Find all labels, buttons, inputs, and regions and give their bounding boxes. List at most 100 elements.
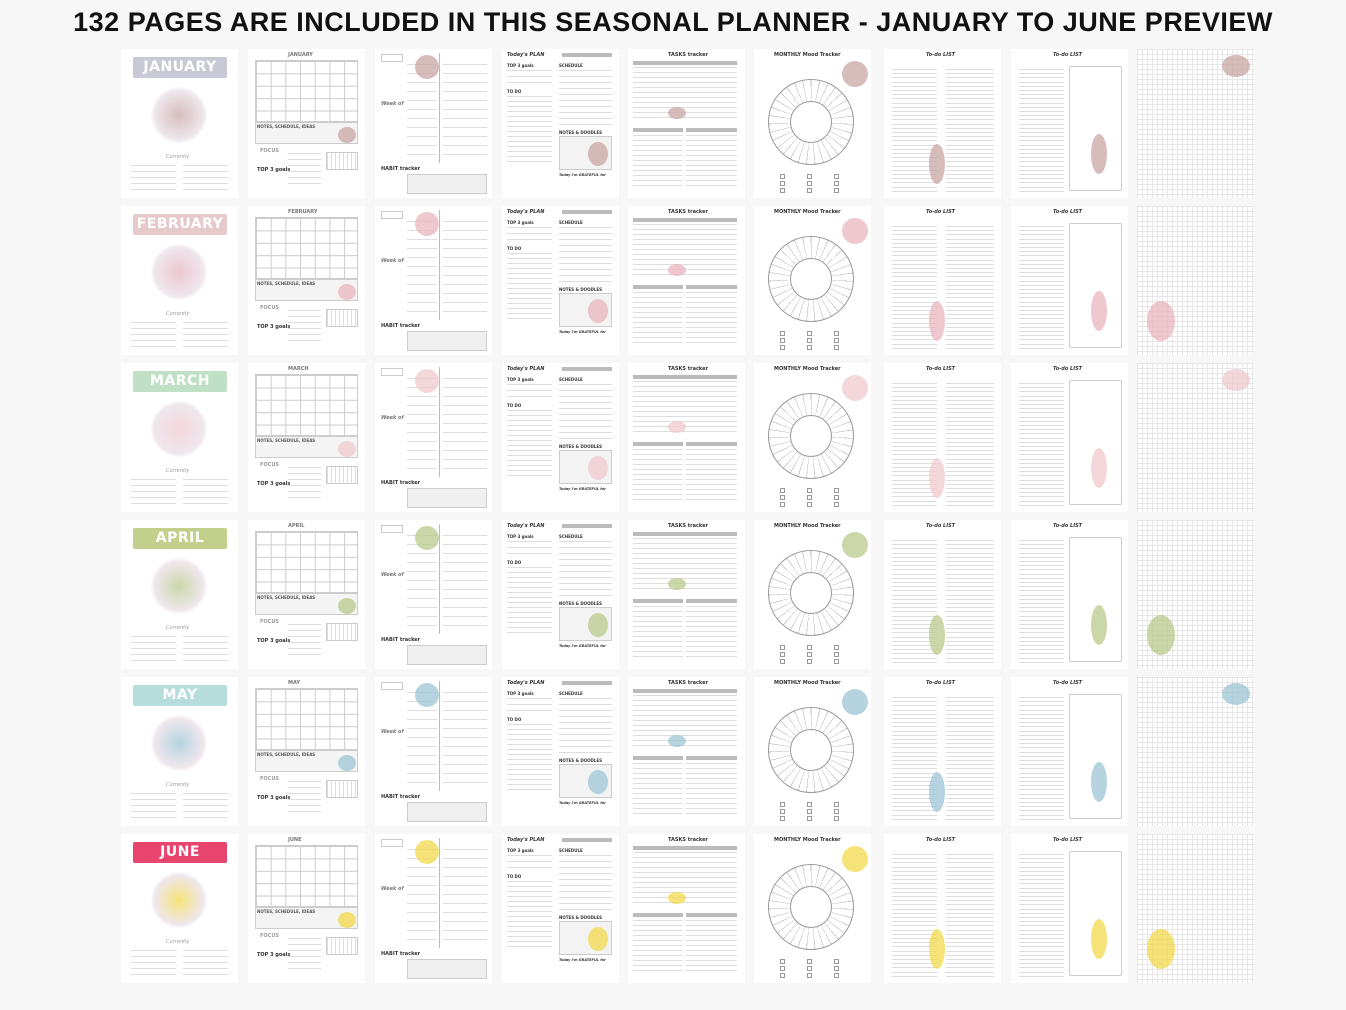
ruled-line [507,233,552,234]
page-february-tasks[interactable]: TASKS tracker [628,206,745,355]
page-february-weekly[interactable]: Week of HABIT tracker [375,206,492,355]
ruled-line [633,484,683,485]
page-february-todo2[interactable]: To-do LIST [1011,206,1128,355]
illustration [1091,762,1107,802]
page-june-mood[interactable]: MONTHLY Mood Tracker [754,834,871,983]
week-box [381,525,403,533]
page-february-calendar[interactable]: FEBRUARY NOTES, SCHEDULE, IDEAS FOCUS TOP 3… [248,206,365,355]
page-may-cover[interactable]: MAY Currently [121,677,238,826]
ruled-line [183,654,228,655]
page-march-todo2[interactable]: To-do LIST [1011,363,1128,512]
ruled-line [633,274,737,275]
ruled-line [633,778,683,779]
month-label: APRIL [133,528,227,549]
page-april-mood[interactable]: MONTHLY Mood Tracker [754,520,871,669]
ruled-line [633,965,683,966]
page-march-calendar[interactable]: MARCH NOTES, SCHEDULE, IDEAS FOCUS TOP 3 go… [248,363,365,512]
page-january-tasks[interactable]: TASKS tracker [628,49,745,198]
page-march-mood[interactable]: MONTHLY Mood Tracker [754,363,871,512]
page-april-cover[interactable]: APRIL Currently [121,520,238,669]
ruled-line [559,239,612,240]
page-march-weekly[interactable]: Week of HABIT tracker [375,363,492,512]
page-june-cover[interactable]: JUNE Currently [121,834,238,983]
ruled-line [1019,471,1064,473]
page-march-todo[interactable]: To-do LIST [884,363,1001,512]
illustration [415,683,439,707]
page-february-grid[interactable] [1137,206,1254,355]
page-may-grid[interactable] [1137,677,1254,826]
page-april-grid[interactable] [1137,520,1254,669]
page-january-calendar[interactable]: JANUARY NOTES, SCHEDULE, IDEAS FOCUS TOP 3 … [248,49,365,198]
ruled-line [507,116,552,117]
page-may-weekly[interactable]: Week of HABIT tracker [375,677,492,826]
page-june-daily[interactable]: Today's PLAN TOP 3 goals SCHEDULE TO DO NOTE… [502,834,619,983]
month-heading: MARCH [288,366,309,372]
ruled-line [507,759,552,760]
page-may-calendar[interactable]: MAY NOTES, SCHEDULE, IDEAS FOCUS TOP 3 goal… [248,677,365,826]
page-may-daily[interactable]: Today's PLAN TOP 3 goals SCHEDULE TO DO NOTE… [502,677,619,826]
ruled-line [946,347,994,349]
ruled-line [1019,343,1064,345]
ruled-line [507,881,552,882]
page-january-daily[interactable]: Today's PLAN TOP 3 goals SCHEDULE TO DO NOTE… [502,49,619,198]
ruled-line [946,814,994,816]
week-of: Week of [381,258,404,264]
page-january-grid[interactable] [1137,49,1254,198]
ruled-line [946,544,994,546]
page-april-tasks[interactable]: TASKS tracker [628,520,745,669]
ruled-line [892,301,937,303]
page-january-todo2[interactable]: To-do LIST [1011,49,1128,198]
page-february-todo[interactable]: To-do LIST [884,206,1001,355]
ruled-line [1019,263,1064,265]
ruled-line [633,150,683,151]
page-january-cover[interactable]: JANUARY Currently [121,49,238,198]
ruled-line [633,902,737,903]
page-april-daily[interactable]: Today's PLAN TOP 3 goals SCHEDULE TO DO NOTE… [502,520,619,669]
ruled-line [892,789,937,791]
ruled-line [1019,975,1064,977]
ruled-line [559,909,612,910]
page-february-daily[interactable]: Today's PLAN TOP 3 goals SCHEDULE TO DO NOTE… [502,206,619,355]
ruled-line [1019,305,1064,307]
ruled-line [686,920,737,921]
ruled-line [407,266,437,267]
ruled-line [1019,132,1064,133]
ruled-line [686,778,737,779]
page-january-mood[interactable]: MONTHLY Mood Tracker [754,49,871,198]
grateful-heading: Today I'm GRATEFUL for [559,644,606,648]
page-may-mood[interactable]: MONTHLY Mood Tracker [754,677,871,826]
ruled-line [946,437,994,439]
page-may-todo[interactable]: To-do LIST [884,677,1001,826]
ruled-line [288,962,321,963]
page-march-cover[interactable]: MARCH Currently [121,363,238,512]
page-march-tasks[interactable]: TASKS tracker [628,363,745,512]
page-june-weekly[interactable]: Week of HABIT tracker [375,834,492,983]
page-may-todo2[interactable]: To-do LIST [1011,677,1128,826]
page-june-tasks[interactable]: TASKS tracker [628,834,745,983]
page-february-cover[interactable]: FEBRUARY Currently [121,206,238,355]
page-june-grid[interactable] [1137,834,1254,983]
page-january-todo[interactable]: To-do LIST [884,49,1001,198]
page-february-mood[interactable]: MONTHLY Mood Tracker [754,206,871,355]
illustration [1147,301,1175,341]
page-march-daily[interactable]: Today's PLAN TOP 3 goals SCHEDULE TO DO NOTE… [502,363,619,512]
ruled-line [1019,387,1064,389]
ruled-line [507,445,552,446]
ruled-line [892,548,937,550]
page-april-todo[interactable]: To-do LIST [884,520,1001,669]
ruled-line [946,161,994,163]
ruled-line [407,396,437,397]
page-may-tasks[interactable]: TASKS tracker [628,677,745,826]
page-march-grid[interactable] [1137,363,1254,512]
page-april-weekly[interactable]: Week of HABIT tracker [375,520,492,669]
page-april-calendar[interactable]: APRIL NOTES, SCHEDULE, IDEAS FOCUS TOP 3 go… [248,520,365,669]
page-june-todo2[interactable]: To-do LIST [1011,834,1128,983]
page-january-weekly[interactable]: Week of HABIT tracker [375,49,492,198]
ruled-line [407,118,437,119]
page-june-todo[interactable]: To-do LIST [884,834,1001,983]
ruled-line [507,710,552,711]
page-june-calendar[interactable]: JUNE NOTES, SCHEDULE, IDEAS FOCUS TOP 3 goa… [248,834,365,983]
ruled-line [892,326,937,328]
page-april-todo2[interactable]: To-do LIST [1011,520,1128,669]
ruled-line [1019,140,1064,142]
